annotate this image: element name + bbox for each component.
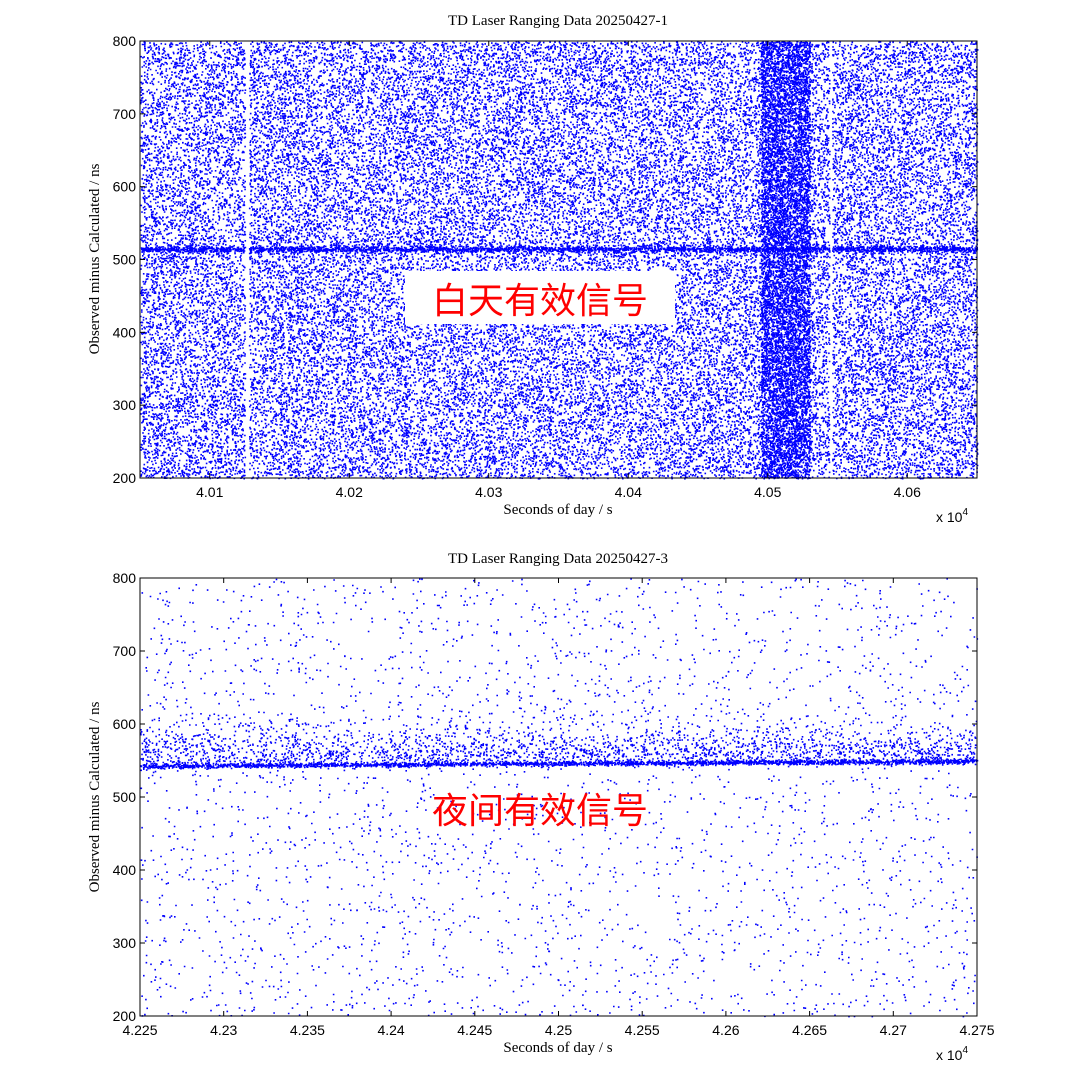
y-tick-label: 400 — [113, 862, 137, 878]
axis-ticks — [139, 577, 978, 1017]
y-tick-label: 300 — [113, 397, 137, 413]
plot-area — [139, 40, 979, 480]
y-axis-label: Observed minus Calculated / ns — [87, 701, 103, 892]
annotation-text: 夜间有效信号 — [432, 791, 648, 832]
annotation-text: 白天有效信号 — [432, 281, 648, 322]
x-tick-label: 4.01 — [196, 484, 223, 500]
y-tick-label: 700 — [113, 106, 137, 122]
y-tick-label: 200 — [113, 1008, 137, 1024]
y-tick-label: 500 — [113, 252, 137, 268]
x-tick-label: 4.05 — [754, 484, 781, 500]
x-tick-label: 4.02 — [336, 484, 363, 500]
scatter-points — [140, 41, 979, 480]
x-tick-label: 4.25 — [545, 1022, 572, 1038]
y-tick-label: 600 — [113, 716, 137, 732]
x-tick-labels: 4.01 4.02 4.03 4.04 4.05 4.06 — [196, 484, 921, 500]
y-tick-label: 300 — [113, 935, 137, 951]
y-tick-label: 400 — [113, 324, 137, 340]
plot-background — [140, 578, 977, 1016]
x-tick-label: 4.06 — [894, 484, 921, 500]
x-exponent-label: x 104 — [936, 1045, 968, 1063]
x-tick-labels: 4.225 4.23 4.235 4.24 4.245 4.25 4.255 4… — [122, 1022, 994, 1038]
x-axis-label: Seconds of day / s — [503, 1040, 612, 1056]
x-tick-label: 4.04 — [615, 484, 642, 500]
y-tick-label: 800 — [113, 33, 137, 49]
x-tick-label: 4.275 — [959, 1022, 994, 1038]
y-tick-label: 200 — [113, 470, 137, 486]
x-tick-label: 4.26 — [712, 1022, 739, 1038]
x-tick-label: 4.225 — [122, 1022, 157, 1038]
x-exponent-label: x 104 — [936, 507, 968, 525]
x-tick-label: 4.23 — [210, 1022, 237, 1038]
x-tick-label: 4.245 — [457, 1022, 492, 1038]
exponent-base: x 10 — [936, 509, 963, 525]
y-tick-label: 800 — [113, 570, 137, 586]
exponent-power: 4 — [962, 1045, 968, 1056]
y-tick-labels: 200 300 400 500 600 700 800 — [113, 570, 137, 1024]
y-tick-label: 700 — [113, 643, 137, 659]
x-tick-label: 4.27 — [880, 1022, 907, 1038]
x-tick-label: 4.03 — [475, 484, 502, 500]
axis-ticks — [140, 40, 977, 479]
annotation-background — [405, 271, 675, 324]
chart-bottom: TD Laser Ranging Data 20250427-3 4.225 4… — [87, 551, 995, 1063]
y-tick-label: 500 — [113, 789, 137, 805]
exponent-power: 4 — [962, 507, 968, 518]
annotation: 夜间有效信号 — [432, 791, 648, 832]
annotation: 白天有效信号 — [405, 271, 675, 324]
y-axis-label: Observed minus Calculated / ns — [87, 163, 103, 354]
chart-top: TD Laser Ranging Data 20250427-1 4.01 4.… — [87, 13, 979, 525]
chart-title: TD Laser Ranging Data 20250427-3 — [448, 551, 668, 567]
x-tick-label: 4.265 — [792, 1022, 827, 1038]
y-tick-labels: 200 300 400 500 600 700 800 — [113, 33, 137, 486]
x-tick-label: 4.235 — [290, 1022, 325, 1038]
chart-title: TD Laser Ranging Data 20250427-1 — [448, 13, 668, 29]
y-tick-label: 600 — [113, 179, 137, 195]
data-points — [140, 41, 979, 480]
x-axis-label: Seconds of day / s — [503, 502, 612, 518]
x-tick-label: 4.255 — [625, 1022, 660, 1038]
exponent-base: x 10 — [936, 1047, 963, 1063]
x-tick-label: 4.24 — [377, 1022, 404, 1038]
